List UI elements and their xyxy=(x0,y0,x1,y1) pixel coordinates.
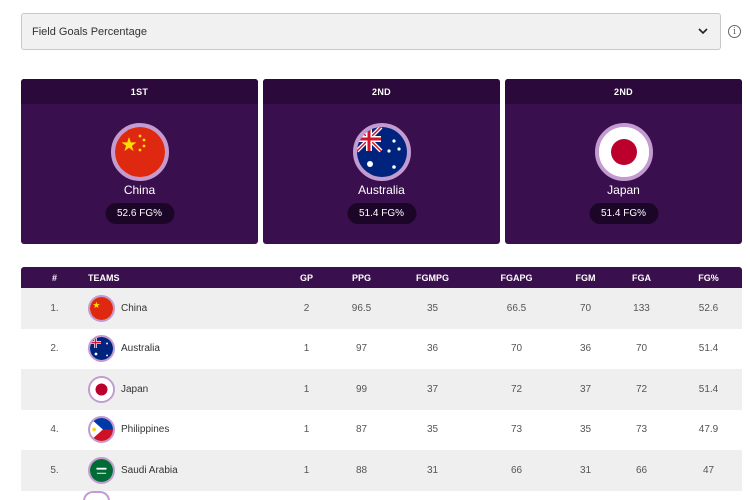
fg-pct-cell: 47 xyxy=(702,464,715,476)
table-row[interactable]: 1. China 2 96.5 35 66.5 70 133 52.6 xyxy=(21,288,742,329)
team-name: Saudi Arabia xyxy=(121,464,178,476)
fgm-cell: 37 xyxy=(579,383,592,395)
fg-pct-cell: 52.6 xyxy=(698,302,719,314)
ppg-cell: 97 xyxy=(355,343,368,355)
saudi-arabia-flag-icon xyxy=(88,456,115,484)
gp-cell: 2 xyxy=(303,302,310,314)
col-header-fgapg[interactable]: FGAPG xyxy=(500,272,533,283)
fgmpg-cell: 37 xyxy=(426,383,439,395)
table-row[interactable]: 2. Australia 1 97 36 70 36 70 51.4 xyxy=(21,329,742,370)
gp-cell: 1 xyxy=(303,343,310,355)
col-header-rank[interactable]: # xyxy=(51,272,57,283)
table-row-partial xyxy=(21,490,742,500)
australia-flag-icon xyxy=(88,335,115,363)
team-name: China xyxy=(121,302,148,314)
gp-cell: 1 xyxy=(303,464,310,476)
team-cell[interactable]: Saudi Arabia xyxy=(88,456,285,484)
podium-card-2[interactable]: 2ND Australia 51.4 FG% xyxy=(263,79,500,244)
philippines-flag-icon xyxy=(88,416,115,444)
rank-cell: 5. xyxy=(50,464,59,476)
ppg-cell: 87 xyxy=(355,424,368,436)
podium-stat-badge: 51.4 FG% xyxy=(588,203,659,224)
gp-cell: 1 xyxy=(303,383,310,395)
table-row[interactable]: Japan 1 99 37 72 37 72 51.4 xyxy=(21,369,742,410)
fgm-cell: 70 xyxy=(579,302,592,314)
table-row[interactable]: 5. Saudi Arabia 1 88 31 66 31 66 47 xyxy=(21,450,742,491)
col-header-ppg[interactable]: PPG xyxy=(351,272,371,283)
podium-card-1[interactable]: 1ST China 52.6 FG% xyxy=(21,79,258,244)
col-header-gp[interactable]: GP xyxy=(299,272,313,283)
fgapg-cell: 66 xyxy=(510,464,523,476)
podium-stat-badge: 52.6 FG% xyxy=(104,203,175,224)
table-header: # TEAMS GP PPG FGMPG FGAPG FGM FGA FG% xyxy=(21,267,742,288)
podium-stat-badge: 51.4 FG% xyxy=(346,203,417,224)
fga-cell: 72 xyxy=(635,383,648,395)
col-header-fgm[interactable]: FGM xyxy=(575,272,596,283)
team-name: Philippines xyxy=(121,424,170,436)
team-cell[interactable]: Japan xyxy=(88,375,285,403)
fga-cell: 73 xyxy=(635,424,648,436)
podium-country: Japan xyxy=(607,183,640,197)
ppg-cell: 96.5 xyxy=(351,302,372,314)
fgmpg-cell: 31 xyxy=(426,464,439,476)
australia-flag-icon xyxy=(352,123,411,181)
podium-country: Australia xyxy=(358,183,405,197)
team-cell[interactable]: Philippines xyxy=(88,416,285,444)
rank-cell: 2. xyxy=(50,343,59,355)
fgapg-cell: 66.5 xyxy=(506,302,527,314)
fgm-cell: 35 xyxy=(579,424,592,436)
fga-cell: 70 xyxy=(635,343,648,355)
flag-icon xyxy=(83,490,110,500)
team-name: Japan xyxy=(121,383,149,395)
podium-rank: 2ND xyxy=(263,79,500,104)
japan-flag-icon xyxy=(594,123,653,181)
chevron-down-icon[interactable] xyxy=(698,27,708,37)
podium-card-3[interactable]: 2ND Japan 51.4 FG% xyxy=(505,79,742,244)
table-row[interactable]: 4. Philippines 1 87 35 73 35 73 47.9 xyxy=(21,410,742,451)
fg-pct-cell: 51.4 xyxy=(698,343,719,355)
china-flag-icon xyxy=(110,123,169,181)
fgm-cell: 36 xyxy=(579,343,592,355)
fga-cell: 66 xyxy=(635,464,648,476)
fgm-cell: 31 xyxy=(579,464,592,476)
japan-flag-icon xyxy=(88,375,115,403)
team-cell[interactable]: China xyxy=(88,294,285,322)
fg-pct-cell: 51.4 xyxy=(698,383,719,395)
podium-country: China xyxy=(123,183,156,197)
podium-rank: 1ST xyxy=(21,79,258,104)
col-header-teams[interactable]: TEAMS xyxy=(88,272,120,283)
stat-category-value: Field Goals Percentage xyxy=(32,25,147,38)
stat-category-select[interactable]: Field Goals Percentage xyxy=(21,13,721,50)
fgmpg-cell: 35 xyxy=(426,302,439,314)
ppg-cell: 99 xyxy=(355,383,368,395)
fga-cell: 133 xyxy=(633,302,650,314)
podium-rank: 2ND xyxy=(505,79,742,104)
rank-cell: 1. xyxy=(50,302,59,314)
fgapg-cell: 70 xyxy=(510,343,523,355)
gp-cell: 1 xyxy=(303,424,310,436)
col-header-fgmpg[interactable]: FGMPG xyxy=(416,272,449,283)
china-flag-icon xyxy=(88,294,115,322)
rank-cell: 4. xyxy=(50,424,59,436)
col-header-fg-pct[interactable]: FG% xyxy=(698,272,719,283)
fgapg-cell: 72 xyxy=(510,383,523,395)
standings-table: # TEAMS GP PPG FGMPG FGAPG FGM FGA FG% 1… xyxy=(21,267,742,500)
fgapg-cell: 73 xyxy=(510,424,523,436)
info-icon[interactable]: i xyxy=(728,25,741,38)
col-header-fga[interactable]: FGA xyxy=(632,272,651,283)
team-name: Australia xyxy=(121,343,160,355)
ppg-cell: 88 xyxy=(355,464,368,476)
team-cell[interactable]: Australia xyxy=(88,335,285,363)
fgmpg-cell: 35 xyxy=(426,424,439,436)
fgmpg-cell: 36 xyxy=(426,343,439,355)
fg-pct-cell: 47.9 xyxy=(698,424,719,436)
